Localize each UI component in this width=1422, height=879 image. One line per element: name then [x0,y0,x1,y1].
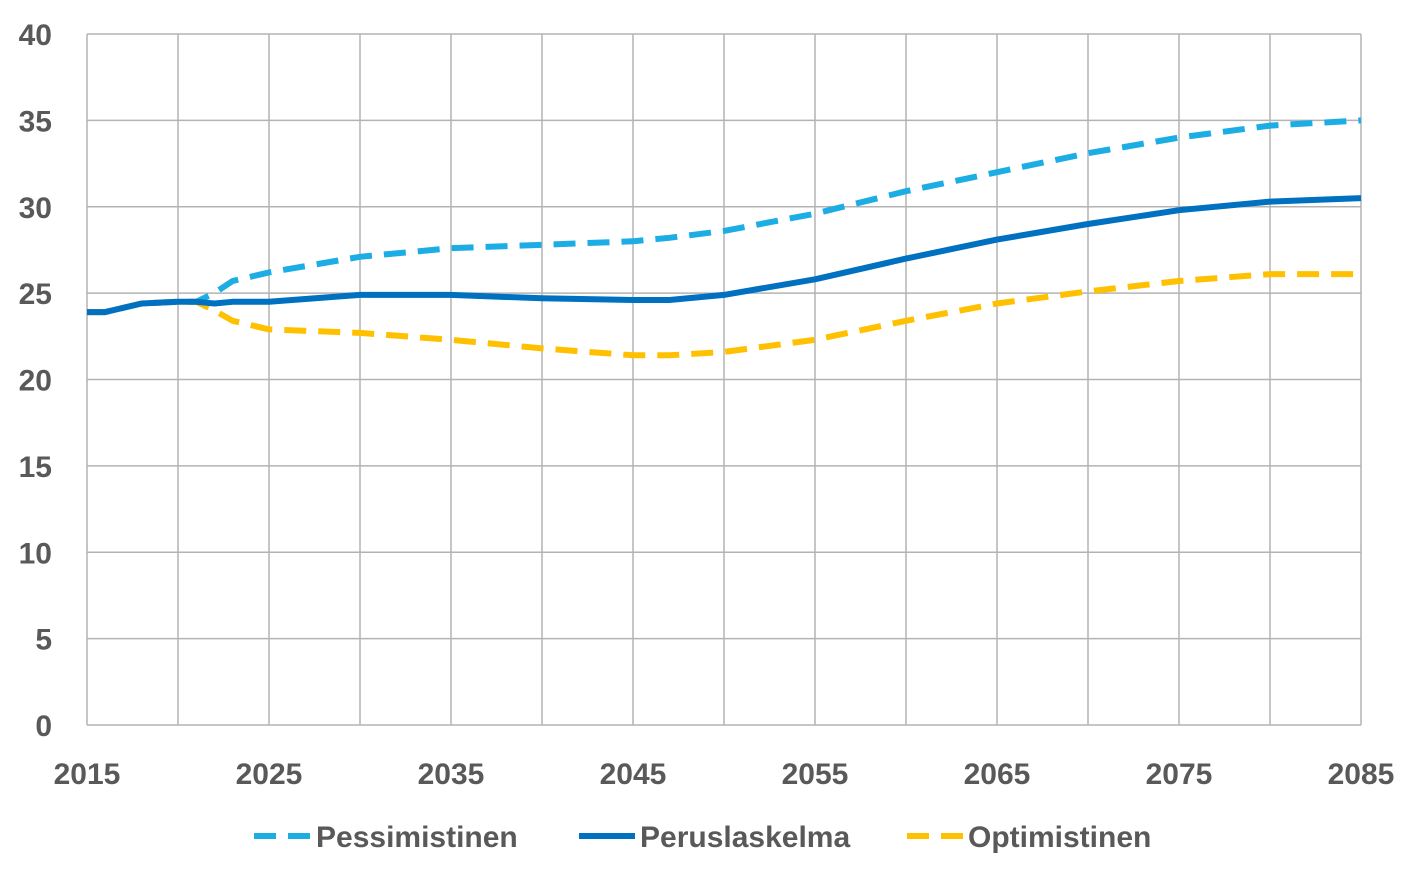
legend-label-peruslaskelma: Peruslaskelma [640,821,850,854]
x-axis-tick-labels: 2015 2025 2035 2045 2055 2065 2075 2085 [54,758,1395,791]
x-tick-label: 2045 [600,758,667,791]
legend: Pessimistinen Peruslaskelma Optimistinen [254,821,1151,854]
y-tick-label: 30 [19,192,52,225]
series-lines [87,117,1362,359]
y-tick-label: 10 [19,537,52,570]
x-tick-label: 2025 [236,758,303,791]
y-tick-label: 20 [19,365,52,398]
gridlines [86,33,1362,726]
y-tick-label: 40 [19,19,52,52]
x-tick-label: 2035 [418,758,485,791]
legend-label-pessimistinen: Pessimistinen [316,821,518,854]
y-tick-label: 0 [35,710,52,743]
x-tick-label: 2085 [1328,758,1395,791]
series-line-optimistinen [87,271,1361,359]
y-axis-tick-labels: 0 5 10 15 20 25 30 35 40 [19,19,52,743]
x-tick-label: 2075 [1146,758,1213,791]
y-tick-label: 5 [35,624,52,657]
y-tick-label: 25 [19,278,52,311]
series-line-pessimistinen [87,117,1362,316]
y-tick-label: 35 [19,105,52,138]
x-tick-label: 2065 [964,758,1031,791]
x-tick-label: 2015 [54,758,121,791]
y-tick-label: 15 [19,451,52,484]
series-line-peruslaskelma [87,195,1362,316]
x-tick-label: 2055 [782,758,849,791]
legend-label-optimistinen: Optimistinen [968,821,1151,854]
